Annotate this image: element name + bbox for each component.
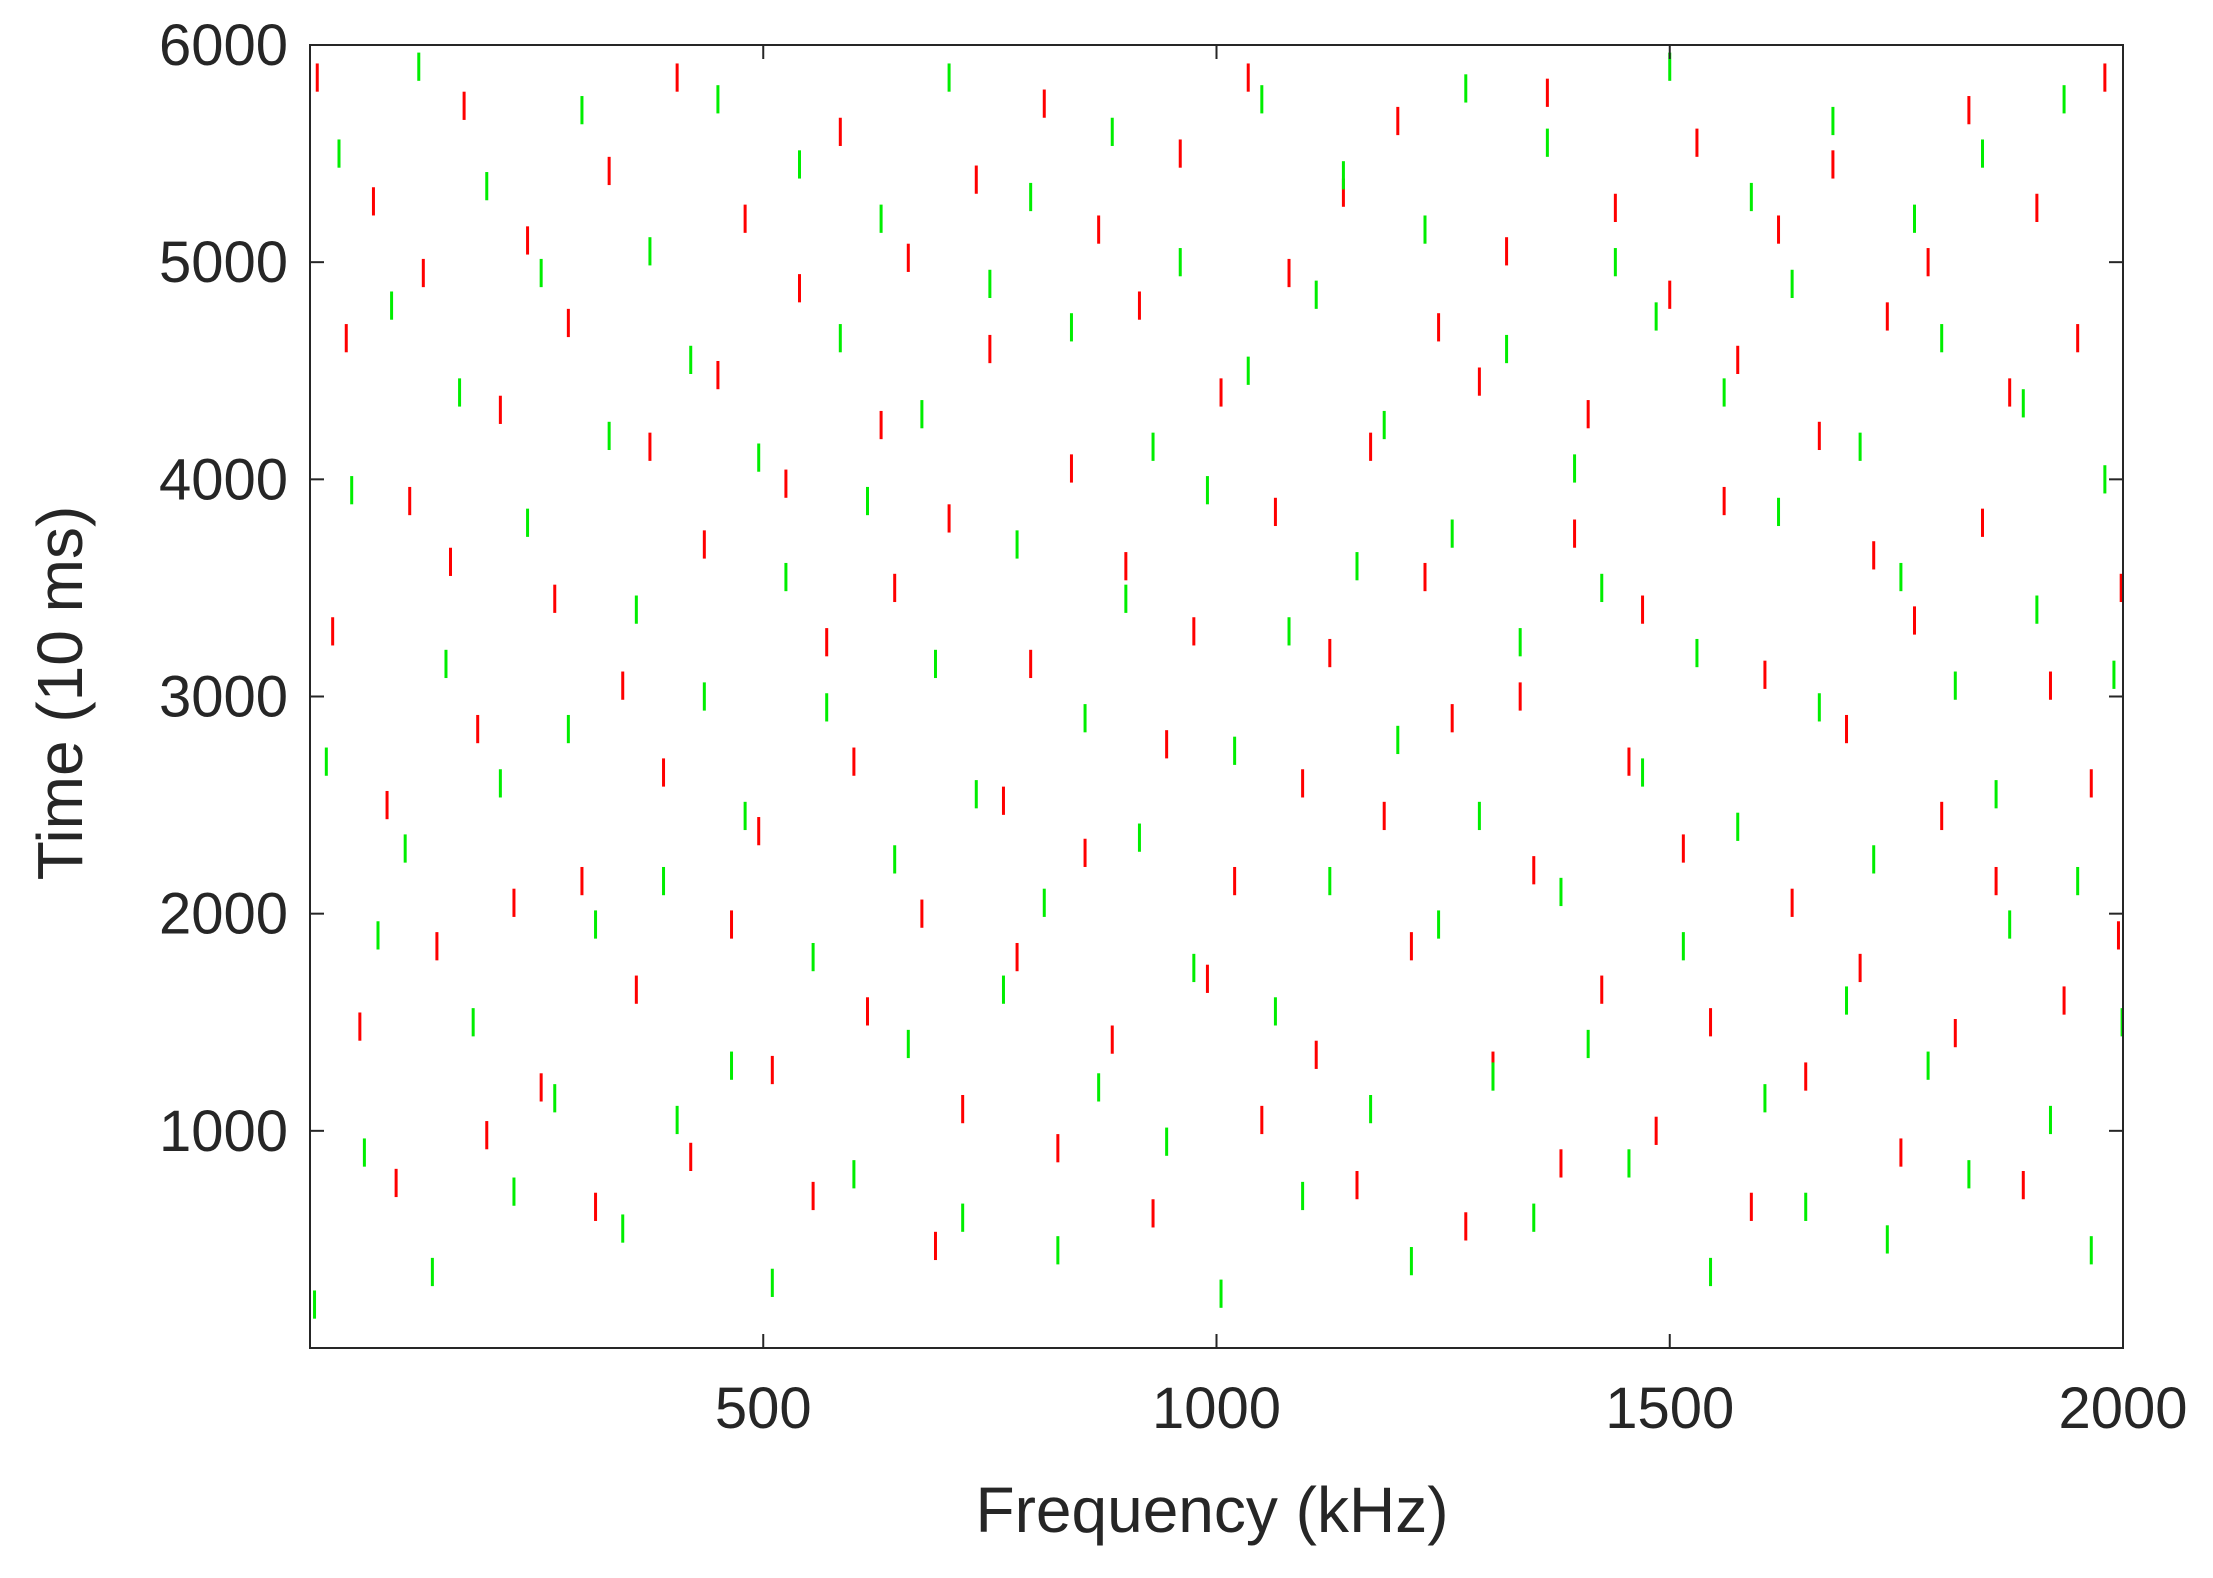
x-axis-label: Frequency (kHz) bbox=[976, 1474, 1449, 1546]
y-tick-label: 5000 bbox=[159, 230, 288, 295]
x-tick-label: 1500 bbox=[1605, 1376, 1734, 1441]
y-tick-label: 4000 bbox=[159, 447, 288, 512]
y-axis-label: Time (10 ms) bbox=[24, 506, 96, 881]
x-tick-label: 1000 bbox=[1152, 1376, 1281, 1441]
y-tick-label: 6000 bbox=[159, 13, 288, 78]
x-tick-label: 500 bbox=[715, 1376, 812, 1441]
y-tick-label: 1000 bbox=[159, 1099, 288, 1164]
x-tick-label: 2000 bbox=[2058, 1376, 2187, 1441]
axes: 500 1000 1500 2000 1000 2000 3000 4000 5000 6000 bbox=[159, 13, 2188, 1441]
data-marks bbox=[313, 52, 2124, 1319]
y-tick-label: 3000 bbox=[159, 665, 288, 730]
y-tick-label: 2000 bbox=[159, 882, 288, 947]
